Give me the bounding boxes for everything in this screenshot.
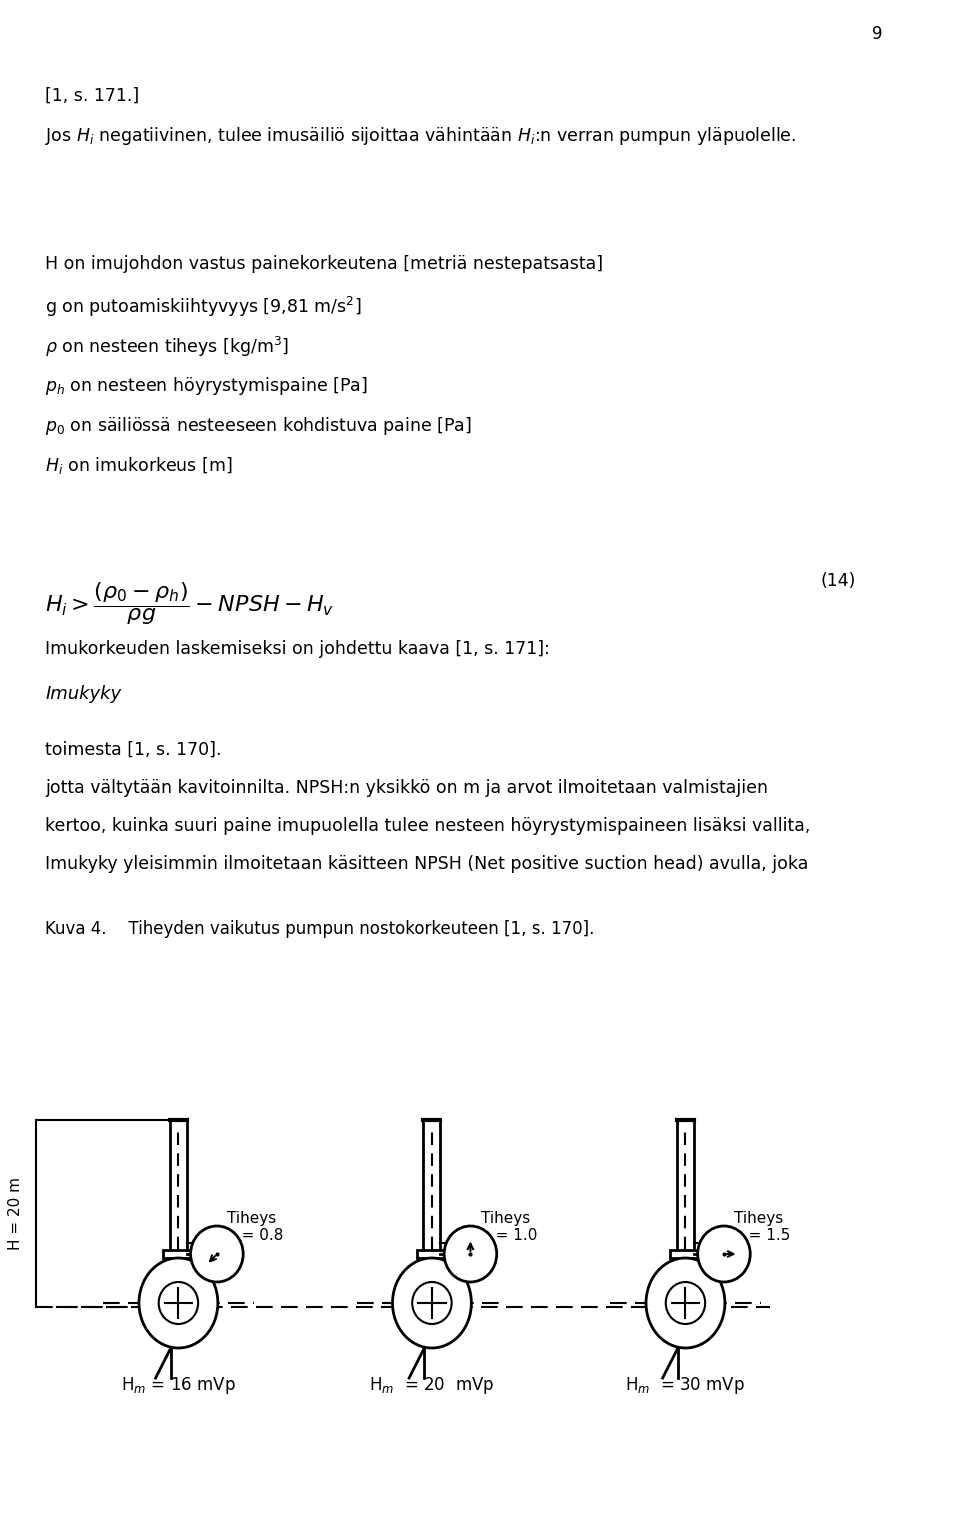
Text: Tiheys
ρ = 1.0: Tiheys ρ = 1.0 bbox=[481, 1210, 538, 1244]
Circle shape bbox=[191, 1226, 243, 1282]
Text: Imukyky yleisimmin ilmoitetaan käsitteen NPSH (Net positive suction head) avulla: Imukyky yleisimmin ilmoitetaan käsitteen… bbox=[45, 854, 808, 873]
Text: Jos $H_i$ negatiivinen, tulee imusäiliö sijoittaa vähintään $H_i$:n verran pumpu: Jos $H_i$ negatiivinen, tulee imusäiliö … bbox=[45, 126, 797, 147]
Text: Tiheys
ρ = 1.5: Tiheys ρ = 1.5 bbox=[734, 1210, 791, 1244]
Text: kertoo, kuinka suuri paine imupuolella tulee nesteen höyrystymispaineen lisäksi : kertoo, kuinka suuri paine imupuolella t… bbox=[45, 817, 810, 835]
Text: g on putoamiskiihtyvyys [9,81 m/s$^2$]: g on putoamiskiihtyvyys [9,81 m/s$^2$] bbox=[45, 295, 362, 320]
Text: $\rho$ on nesteen tiheys [kg/m$^3$]: $\rho$ on nesteen tiheys [kg/m$^3$] bbox=[45, 335, 289, 359]
Circle shape bbox=[698, 1226, 751, 1282]
Text: toimesta [1, s. 170].: toimesta [1, s. 170]. bbox=[45, 741, 222, 759]
Text: $p_h$ on nesteen höyrystymispaine [Pa]: $p_h$ on nesteen höyrystymispaine [Pa] bbox=[45, 376, 368, 397]
Text: Imukorkeuden laskemiseksi on johdettu kaava [1, s. 171]:: Imukorkeuden laskemiseksi on johdettu ka… bbox=[45, 639, 550, 658]
Text: H on imujohdon vastus painekorkeutena [metriä nestepatsasta]: H on imujohdon vastus painekorkeutena [m… bbox=[45, 255, 603, 273]
Text: $H_i$ on imukorkeus [m]: $H_i$ on imukorkeus [m] bbox=[45, 454, 232, 476]
Bar bbox=[163, 1250, 194, 1257]
Text: H = 20 m: H = 20 m bbox=[8, 1177, 22, 1250]
Bar bbox=[417, 1250, 447, 1257]
Text: $p_0$ on säiliössä nesteeseen kohdistuva paine [Pa]: $p_0$ on säiliössä nesteeseen kohdistuva… bbox=[45, 415, 472, 436]
Text: [1, s. 171.]: [1, s. 171.] bbox=[45, 86, 139, 105]
Circle shape bbox=[158, 1282, 198, 1324]
Bar bbox=[670, 1250, 701, 1257]
Text: H$_m$  = 30 mVp: H$_m$ = 30 mVp bbox=[626, 1374, 745, 1395]
Circle shape bbox=[444, 1226, 496, 1282]
Text: Imukyky: Imukyky bbox=[45, 685, 121, 703]
Text: Kuva 4.  Tiheyden vaikutus pumpun nostokorkeuteen [1, s. 170].: Kuva 4. Tiheyden vaikutus pumpun nostoko… bbox=[45, 920, 594, 938]
Circle shape bbox=[412, 1282, 451, 1324]
Text: 9: 9 bbox=[872, 26, 882, 42]
Ellipse shape bbox=[646, 1257, 725, 1348]
Text: jotta vältytään kavitoinnilta. NPSH:n yksikkö on m ja arvot ilmoitetaan valmista: jotta vältytään kavitoinnilta. NPSH:n yk… bbox=[45, 779, 768, 797]
Text: Tiheys
ρ = 0.8: Tiheys ρ = 0.8 bbox=[228, 1210, 283, 1244]
Text: $H_i > \dfrac{(\rho_0 - \rho_h)}{\rho g} - NPSH - H_v$: $H_i > \dfrac{(\rho_0 - \rho_h)}{\rho g}… bbox=[45, 580, 334, 627]
Ellipse shape bbox=[393, 1257, 471, 1348]
Text: H$_m$ = 16 mVp: H$_m$ = 16 mVp bbox=[121, 1374, 236, 1395]
Ellipse shape bbox=[139, 1257, 218, 1348]
Text: H$_m$  = 20  mVp: H$_m$ = 20 mVp bbox=[370, 1374, 494, 1395]
Text: (14): (14) bbox=[821, 573, 856, 589]
Circle shape bbox=[665, 1282, 706, 1324]
